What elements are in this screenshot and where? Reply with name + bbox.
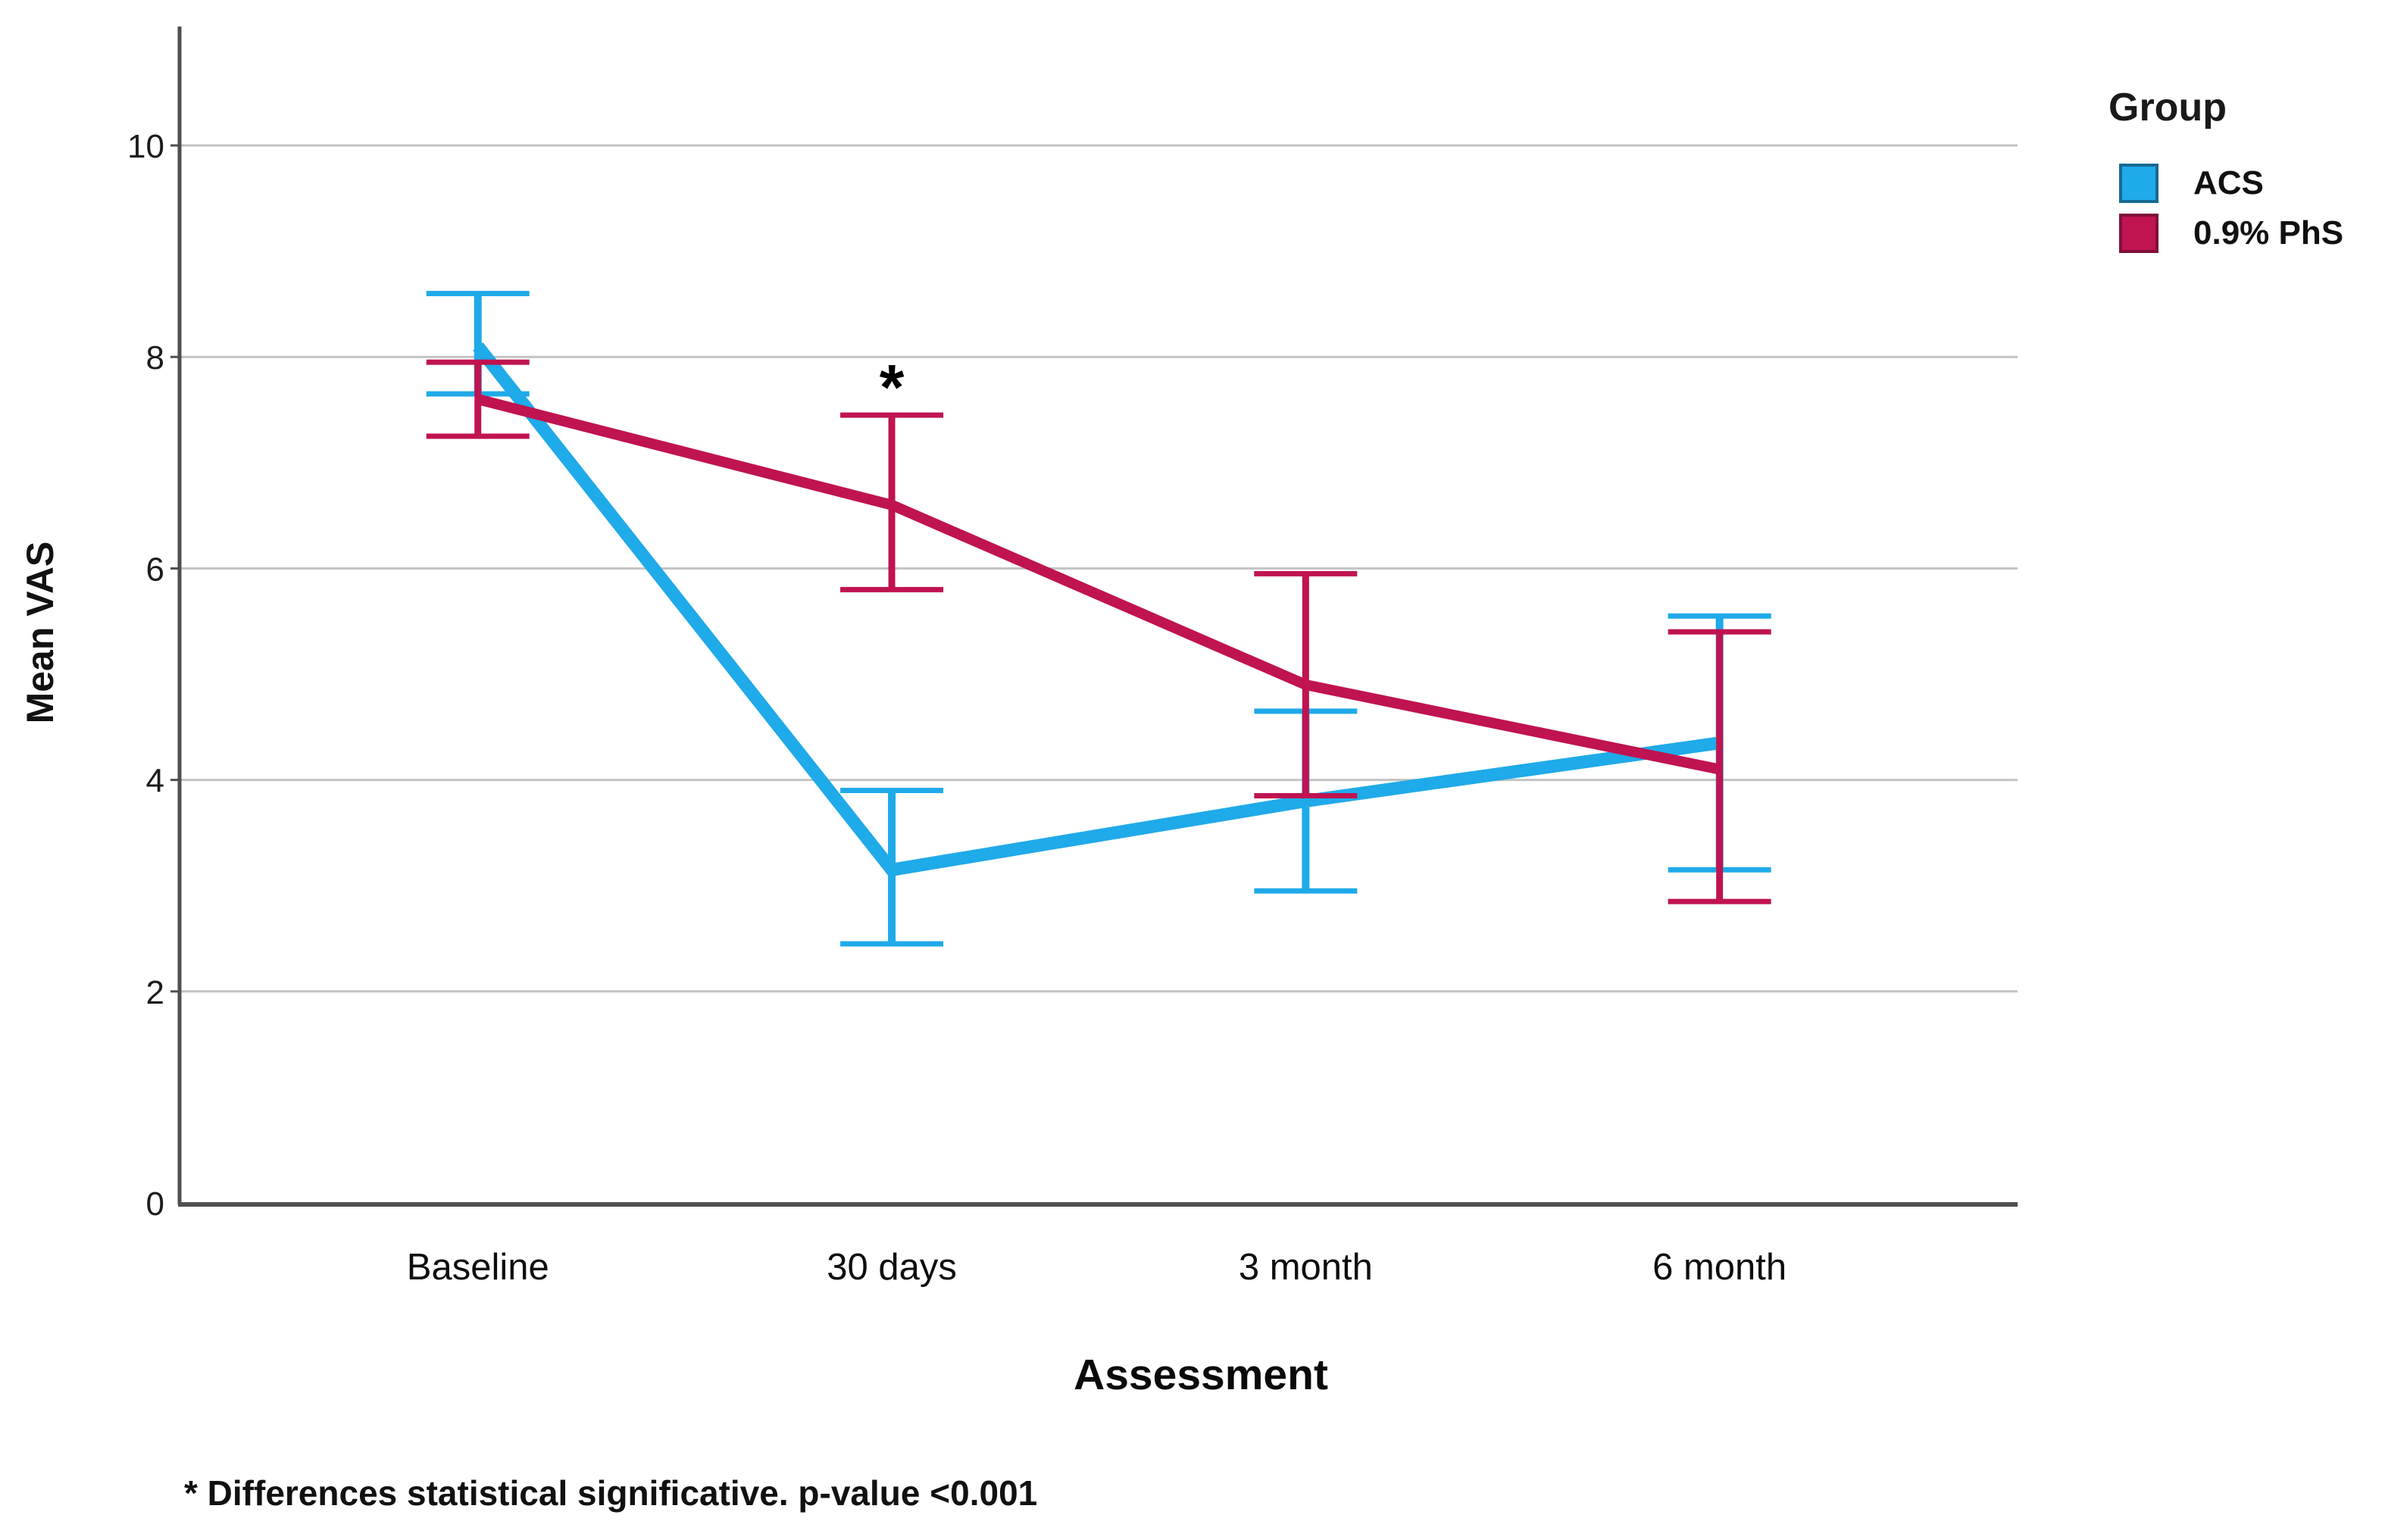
x-tick-label-1: 30 days: [827, 1247, 957, 1288]
x-tick-label-3: 6 month: [1652, 1247, 1786, 1288]
significance-footnote: * Differences statistical significative.…: [184, 1473, 1038, 1513]
acs-series-swatch: [2119, 163, 2158, 203]
y-tick-label-8: 8: [146, 339, 164, 376]
y-tick-label-0: 0: [146, 1185, 164, 1223]
y-axis-title: Mean VAS: [19, 541, 61, 724]
legend-label-phs: 0.9% PhS: [2193, 214, 2344, 251]
series-line-phs: [477, 394, 1721, 775]
phs-series-swatch: [2119, 213, 2158, 253]
significance-asterisk: *: [880, 351, 905, 423]
series-line-acs: [473, 342, 1721, 877]
y-tick-label-6: 6: [146, 551, 164, 588]
legend-item-phs: 0.9% PhS: [2108, 212, 2343, 254]
x-tick-label-2: 3 month: [1239, 1247, 1373, 1288]
y-tick-label-2: 2: [146, 974, 164, 1011]
legend-item-acs: ACS: [2108, 162, 2343, 204]
legend-title: Group: [2108, 86, 2227, 130]
x-tick-label-0: Baseline: [407, 1247, 549, 1288]
legend: Group ACS 0.9% PhS: [2108, 85, 2343, 262]
legend-label-acs: ACS: [2193, 164, 2264, 201]
x-axis-title: Assessment: [1074, 1351, 1328, 1399]
y-tick-label-10: 10: [127, 128, 164, 165]
y-tick-label-4: 4: [146, 763, 164, 800]
